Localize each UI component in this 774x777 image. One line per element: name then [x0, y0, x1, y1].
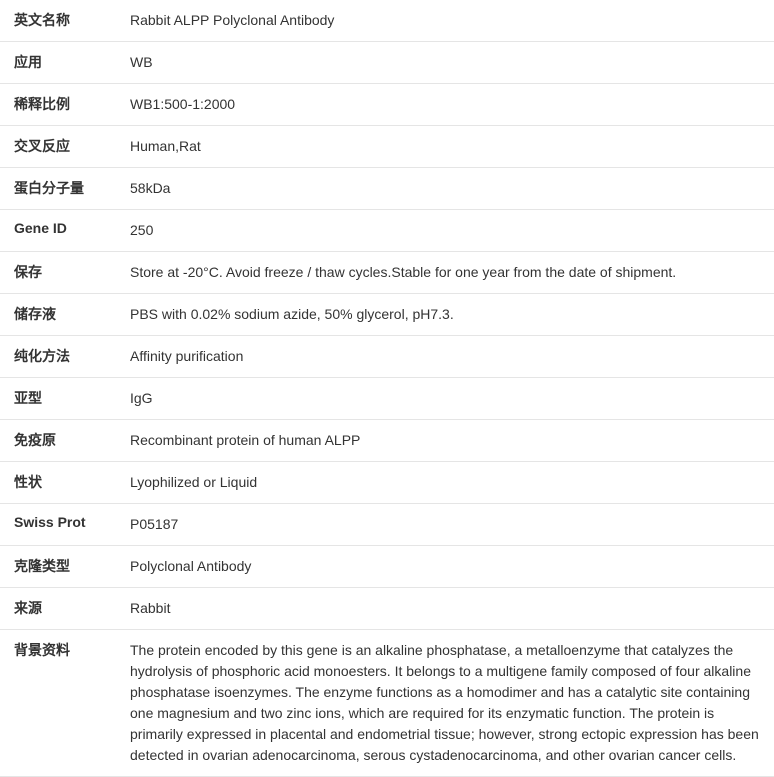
spec-label: 性状: [0, 462, 120, 504]
spec-value: IgG: [120, 378, 774, 420]
spec-row: 纯化方法Affinity purification: [0, 336, 774, 378]
spec-label: 亚型: [0, 378, 120, 420]
spec-label: 纯化方法: [0, 336, 120, 378]
spec-label: 免疫原: [0, 420, 120, 462]
spec-value: Lyophilized or Liquid: [120, 462, 774, 504]
spec-row: Swiss ProtP05187: [0, 504, 774, 546]
spec-value: WB: [120, 42, 774, 84]
spec-row: 交叉反应Human,Rat: [0, 126, 774, 168]
spec-value: Polyclonal Antibody: [120, 546, 774, 588]
spec-row: 克隆类型Polyclonal Antibody: [0, 546, 774, 588]
spec-value: Rabbit: [120, 588, 774, 630]
spec-label: 稀释比例: [0, 84, 120, 126]
spec-value: Rabbit ALPP Polyclonal Antibody: [120, 0, 774, 42]
spec-value: Recombinant protein of human ALPP: [120, 420, 774, 462]
spec-row: 稀释比例WB1:500-1:2000: [0, 84, 774, 126]
spec-row: 性状Lyophilized or Liquid: [0, 462, 774, 504]
spec-value: Human,Rat: [120, 126, 774, 168]
spec-value: 58kDa: [120, 168, 774, 210]
spec-value: 250: [120, 210, 774, 252]
spec-row: 背景资料The protein encoded by this gene is …: [0, 630, 774, 777]
spec-value: Affinity purification: [120, 336, 774, 378]
spec-label: 储存液: [0, 294, 120, 336]
spec-label: Swiss Prot: [0, 504, 120, 546]
spec-label: 交叉反应: [0, 126, 120, 168]
spec-table-body: 英文名称Rabbit ALPP Polyclonal Antibody应用WB稀…: [0, 0, 774, 777]
spec-value: Store at -20°C. Avoid freeze / thaw cycl…: [120, 252, 774, 294]
spec-label: Gene ID: [0, 210, 120, 252]
spec-table: 英文名称Rabbit ALPP Polyclonal Antibody应用WB稀…: [0, 0, 774, 777]
spec-label: 蛋白分子量: [0, 168, 120, 210]
spec-row: 免疫原Recombinant protein of human ALPP: [0, 420, 774, 462]
spec-label: 克隆类型: [0, 546, 120, 588]
spec-value: PBS with 0.02% sodium azide, 50% glycero…: [120, 294, 774, 336]
spec-label: 应用: [0, 42, 120, 84]
spec-value: P05187: [120, 504, 774, 546]
spec-row: Gene ID250: [0, 210, 774, 252]
spec-label: 来源: [0, 588, 120, 630]
spec-value: WB1:500-1:2000: [120, 84, 774, 126]
spec-row: 来源Rabbit: [0, 588, 774, 630]
spec-value: The protein encoded by this gene is an a…: [120, 630, 774, 777]
spec-label: 保存: [0, 252, 120, 294]
spec-row: 保存Store at -20°C. Avoid freeze / thaw cy…: [0, 252, 774, 294]
spec-row: 英文名称Rabbit ALPP Polyclonal Antibody: [0, 0, 774, 42]
spec-row: 蛋白分子量58kDa: [0, 168, 774, 210]
spec-row: 储存液PBS with 0.02% sodium azide, 50% glyc…: [0, 294, 774, 336]
spec-row: 亚型IgG: [0, 378, 774, 420]
spec-label: 背景资料: [0, 630, 120, 777]
spec-row: 应用WB: [0, 42, 774, 84]
spec-label: 英文名称: [0, 0, 120, 42]
